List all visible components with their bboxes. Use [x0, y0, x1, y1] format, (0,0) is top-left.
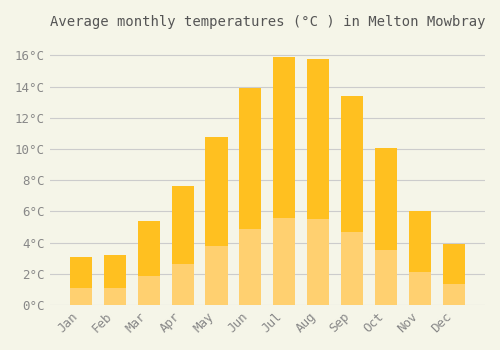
Bar [375, 250, 398, 305]
Bar [206, 246, 228, 305]
Bar [443, 284, 465, 305]
Bar [104, 255, 126, 305]
Bar [409, 272, 432, 305]
Bar [138, 275, 160, 305]
Bar [70, 288, 92, 305]
Title: Average monthly temperatures (°C ) in Melton Mowbray: Average monthly temperatures (°C ) in Me… [50, 15, 485, 29]
Bar [172, 264, 194, 305]
Bar [206, 136, 228, 305]
Bar [240, 88, 262, 305]
Bar [274, 218, 295, 305]
Bar [443, 244, 465, 305]
Bar [409, 211, 432, 305]
Bar [70, 257, 92, 305]
Bar [308, 58, 330, 305]
Bar [274, 57, 295, 305]
Bar [342, 96, 363, 305]
Bar [375, 147, 398, 305]
Bar [342, 232, 363, 305]
Bar [172, 187, 194, 305]
Bar [240, 229, 262, 305]
Bar [104, 288, 126, 305]
Bar [138, 221, 160, 305]
Bar [308, 219, 330, 305]
